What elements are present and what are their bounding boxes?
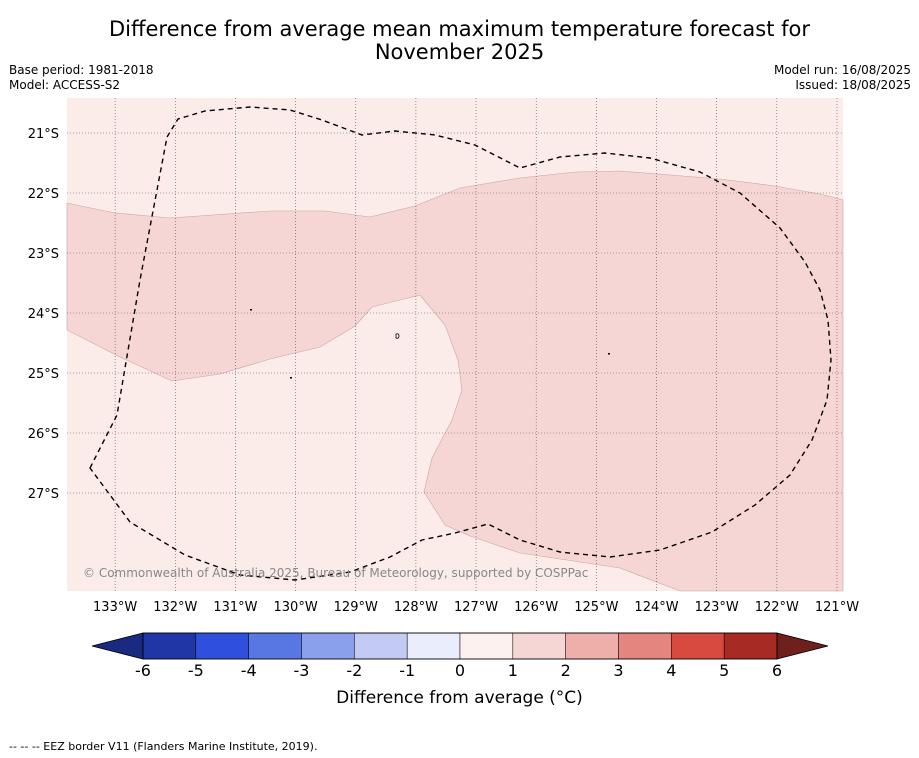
colorbar-tick-label: -3 xyxy=(294,661,310,680)
colorbar-extend-low xyxy=(91,632,144,660)
colorbar-tick-label: 0 xyxy=(455,661,465,680)
latitude-label: 24°S xyxy=(28,307,59,322)
longitude-label: 129°W xyxy=(334,600,378,615)
map-title-line2: November 2025 xyxy=(374,40,545,64)
colorbar xyxy=(91,632,829,660)
colorbar-tick-label: 6 xyxy=(772,661,782,680)
colorbar-extend-high xyxy=(776,632,829,660)
colorbar-tick-label: -5 xyxy=(188,661,204,680)
anomaly-region-1-2 xyxy=(66,170,844,592)
latitude-label: 26°S xyxy=(28,427,59,442)
colorbar-tick-label: 3 xyxy=(613,661,623,680)
latitude-labels: 21°S 22°S 23°S 24°S 25°S 26°S 27°S xyxy=(28,127,59,502)
eez-border xyxy=(89,106,832,581)
colorbar-label: Difference from average (°C) xyxy=(336,688,583,708)
colorbar-bin xyxy=(195,632,249,660)
longitude-label: 130°W xyxy=(274,600,318,615)
longitude-label: 125°W xyxy=(574,600,618,615)
latitude-label: 22°S xyxy=(28,187,59,202)
longitude-label: 133°W xyxy=(93,600,137,615)
meta-right: Model run: 16/08/2025 Issued: 18/08/2025 xyxy=(774,63,911,93)
issued-date: Issued: 18/08/2025 xyxy=(795,78,911,92)
colorbar-bin xyxy=(142,632,197,660)
longitude-label: 124°W xyxy=(634,600,678,615)
longitude-label: 127°W xyxy=(454,600,498,615)
islands xyxy=(250,309,610,379)
colorbar-bin xyxy=(618,632,672,660)
latitude-label: 21°S xyxy=(28,127,59,142)
colorbar-ticks: -6 -5 -4 -3 -2 -1 0 1 2 3 4 5 6 xyxy=(135,661,782,680)
graticule xyxy=(67,98,843,591)
colorbar-tick-label: -4 xyxy=(241,661,257,680)
longitude-label: 126°W xyxy=(514,600,558,615)
base-period: Base period: 1981-2018 xyxy=(9,63,154,77)
longitude-label: 131°W xyxy=(213,600,257,615)
latitude-label: 25°S xyxy=(28,367,59,382)
colorbar-bin xyxy=(301,632,355,660)
colorbar-bin xyxy=(459,632,514,660)
latitude-label: 23°S xyxy=(28,247,59,262)
colorbar-tick-label: 4 xyxy=(666,661,676,680)
model-name: Model: ACCESS-S2 xyxy=(9,78,121,92)
colorbar-bin xyxy=(354,632,408,660)
meta-left: Base period: 1981-2018 Model: ACCESS-S2 xyxy=(9,63,154,93)
colorbar-bin xyxy=(512,632,566,660)
colorbar-bin xyxy=(723,632,778,660)
colorbar-bin xyxy=(248,632,302,660)
colorbar-bin xyxy=(671,632,725,660)
model-run: Model run: 16/08/2025 xyxy=(773,63,911,77)
longitude-label: 122°W xyxy=(755,600,799,615)
colorbar-tick-label: 5 xyxy=(719,661,729,680)
colorbar-tick-label: -2 xyxy=(346,661,362,680)
colorbar-frame xyxy=(142,632,778,660)
colorbar-tick-label: -1 xyxy=(399,661,415,680)
map-title: Difference from average mean maximum tem… xyxy=(0,18,919,64)
eez-legend-note: -- -- -- EEZ border V11 (Flanders Marine… xyxy=(9,740,318,753)
map-title-line1: Difference from average mean maximum tem… xyxy=(109,17,810,41)
longitude-labels: 133°W 132°W 131°W 130°W 129°W 128°W 127°W 126°W… xyxy=(93,600,859,615)
longitude-label: 123°W xyxy=(695,600,739,615)
longitude-label: 128°W xyxy=(394,600,438,615)
longitude-label: 121°W xyxy=(815,600,859,615)
longitude-label: 132°W xyxy=(153,600,197,615)
colorbar-tick-label: 2 xyxy=(561,661,571,680)
colorbar-bin xyxy=(406,632,461,660)
colorbar-tick-label: -6 xyxy=(135,661,151,680)
colorbar-tick-label: 1 xyxy=(508,661,518,680)
colorbar-bin xyxy=(565,632,619,660)
attribution-text: © Commonwealth of Australia 2025, Bureau… xyxy=(83,566,588,580)
latitude-label: 27°S xyxy=(28,487,59,502)
